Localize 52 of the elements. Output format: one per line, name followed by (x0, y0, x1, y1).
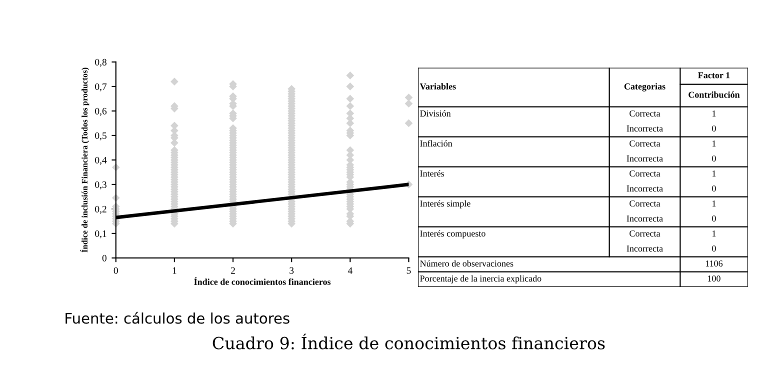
text: Correcta (630, 170, 660, 177)
text: 1 (712, 140, 716, 146)
text: 0 (712, 245, 716, 252)
x-tick-label: 5 (406, 267, 411, 274)
text: 0 (712, 185, 716, 192)
text: Correcta (630, 200, 660, 207)
y-tick-label: 0,7 (95, 83, 107, 92)
y-tick-label: 0,3 (95, 181, 106, 190)
text: 0 (712, 215, 716, 222)
text: Interés compuesto (420, 230, 486, 238)
text: Incorrecta (626, 126, 663, 132)
text: Cuadro 9: Índice de conocimientos financieros (212, 334, 605, 350)
text: Interés (420, 170, 444, 177)
text: Correcta (630, 230, 660, 237)
text: Interés simple (420, 200, 470, 208)
x-tick-label: 1 (172, 267, 176, 274)
text: Incorrecta (626, 246, 663, 252)
y-tick-label: 0,6 (95, 108, 107, 116)
text: Contribución (688, 91, 740, 98)
y-tick-label: 0 (102, 254, 106, 262)
y-tick-label: 0,1 (95, 230, 106, 238)
text: Categorias (624, 83, 666, 92)
x-tick-label: 0 (114, 267, 118, 274)
text: 1106 (706, 260, 723, 267)
y-tick-label: 0,2 (95, 206, 106, 214)
text: 1 (712, 200, 716, 206)
text: Inflación (420, 140, 452, 147)
text: 1 (712, 170, 716, 176)
y-axis-title: Índice de inclusión Financiera (Todos los productos) (80, 68, 90, 252)
text: Porcentaje de la inercia explicado (420, 275, 542, 284)
x-axis-title: Índice de conocimientos financieros (194, 277, 331, 285)
x-tick-label: 2 (231, 267, 235, 274)
text: 0 (712, 125, 716, 132)
text: Número de observaciones (420, 260, 514, 267)
y-tick-label: 0,4 (95, 156, 107, 165)
text: Incorrecta (626, 216, 663, 222)
text: 100 (708, 275, 720, 282)
text: 1 (712, 110, 716, 116)
text: Incorrecta (626, 186, 663, 192)
y-tick-label: 0,5 (95, 132, 106, 140)
x-tick-label: 3 (290, 267, 294, 274)
text: Correcta (630, 110, 660, 117)
text: División (420, 110, 451, 117)
source-note: Fuente: cálculos de los autores (66, 312, 290, 324)
y-tick-label: 0,8 (95, 58, 106, 67)
text: 1 (712, 230, 716, 236)
text: Incorrecta (626, 156, 663, 162)
x-tick-label: 4 (348, 267, 352, 274)
text: 0 (712, 155, 716, 162)
text: Variables (420, 83, 456, 90)
text: Factor 1 (698, 72, 730, 78)
text: Correcta (630, 140, 660, 147)
